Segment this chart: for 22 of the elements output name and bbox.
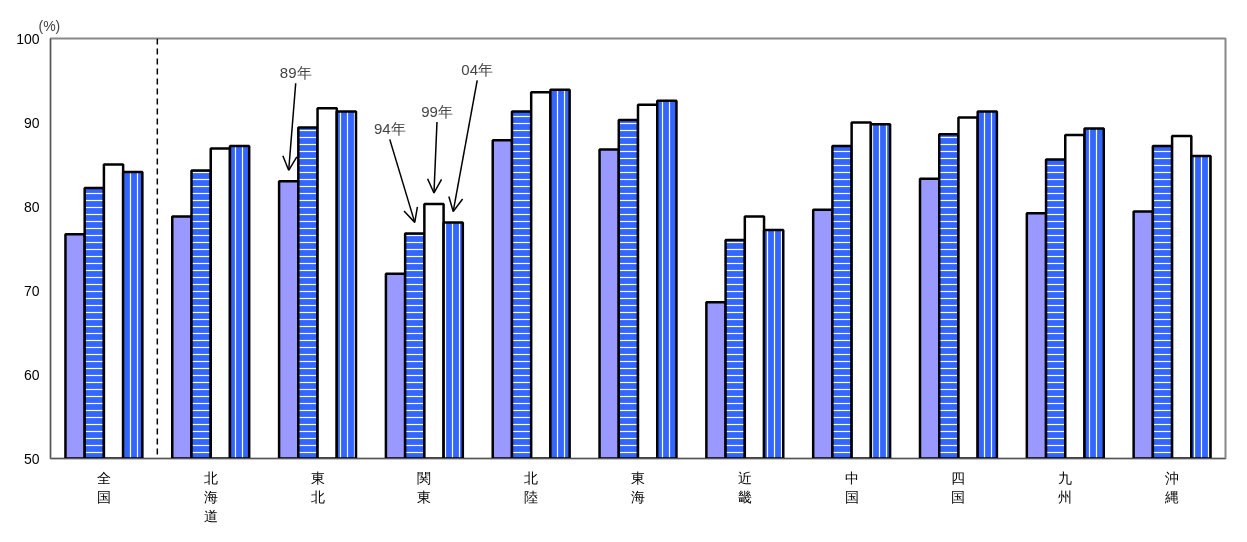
x-tick-label: 東北 bbox=[310, 469, 325, 505]
x-tick-label: 九州 bbox=[1058, 469, 1073, 505]
x-tick-label: 中国 bbox=[844, 469, 859, 505]
x-tick-label: 全国 bbox=[96, 469, 111, 505]
x-tick-label: 関東 bbox=[417, 469, 432, 505]
x-tick-label: 北陸 bbox=[524, 469, 539, 505]
y-tick-label: 90 bbox=[23, 114, 40, 131]
y-tick-label: 50 bbox=[23, 450, 40, 467]
y-tick-label: 60 bbox=[23, 366, 40, 383]
y-tick-label: 70 bbox=[23, 282, 40, 299]
annotation: 04年 bbox=[461, 61, 494, 79]
x-tick-label: 東海 bbox=[631, 469, 645, 505]
annotation: 99年 bbox=[421, 102, 453, 120]
annotation: 94年 bbox=[373, 120, 406, 138]
annotation: 89年 bbox=[279, 64, 312, 82]
x-tick-label: 沖縄 bbox=[1164, 469, 1180, 505]
y-axis-title: (%) bbox=[38, 17, 61, 34]
x-tick-label: 近畿 bbox=[737, 469, 752, 505]
y-tick-label: 80 bbox=[23, 198, 40, 215]
x-tick-label: 北海道 bbox=[203, 469, 218, 524]
y-tick-label: 100 bbox=[16, 30, 40, 47]
x-tick-label: 四国 bbox=[951, 469, 966, 505]
